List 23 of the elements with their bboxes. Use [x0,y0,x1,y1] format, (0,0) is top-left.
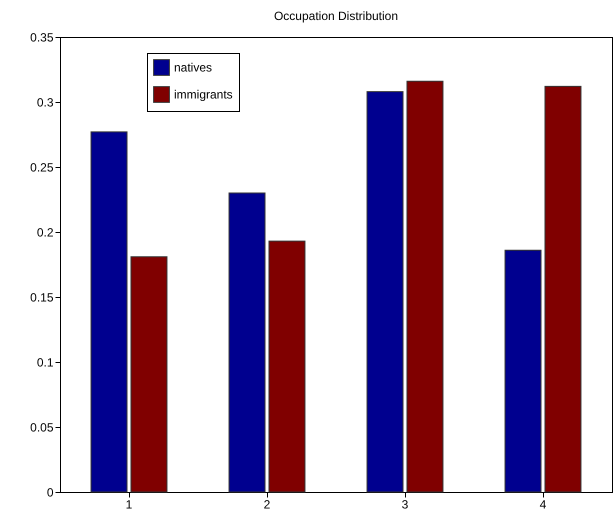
bar [366,91,404,492]
y-tick-label: 0.05 [30,420,54,434]
x-tick-label: 4 [540,498,547,512]
y-tick-label: 0.15 [30,290,54,304]
y-tick-label: 0.2 [36,226,54,240]
bar [228,192,266,492]
bar [544,86,582,492]
legend-label: immigrants [174,88,233,102]
y-tick-label: 0.35 [30,30,54,44]
bar [268,240,306,492]
bar [90,131,128,492]
legend-label: natives [174,60,212,74]
bar [130,256,168,492]
y-tick-label: 0.1 [36,356,54,370]
y-tick-label: 0 [46,486,54,500]
chart-title: Occupation Distribution [274,9,398,23]
x-tick-label: 2 [264,498,271,512]
x-tick-label: 1 [126,498,133,512]
bar [406,80,444,492]
bar [504,250,542,492]
y-tick-label: 0.3 [36,96,54,110]
x-tick-label: 3 [402,498,409,512]
y-tick-label: 0.25 [30,160,54,174]
